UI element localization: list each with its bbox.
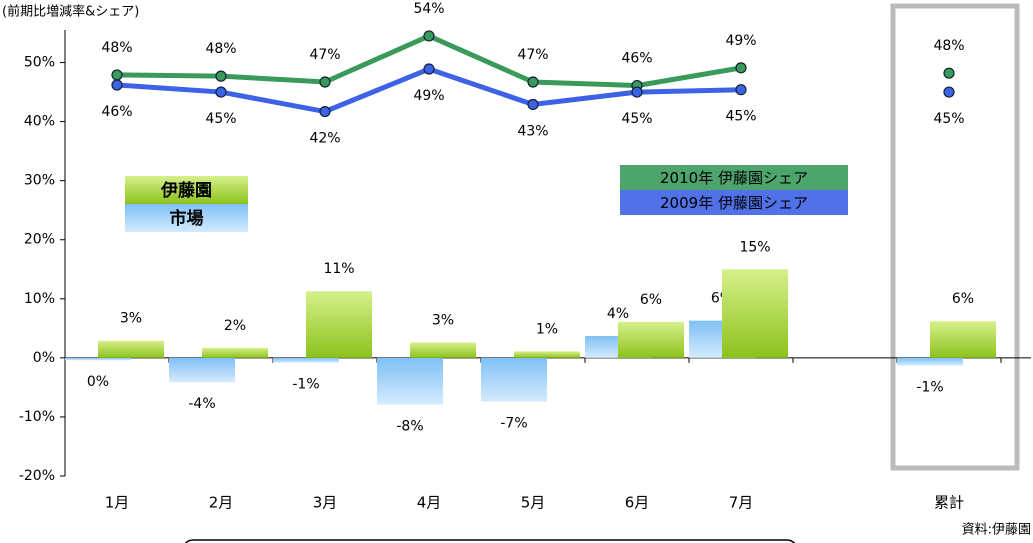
y-tick-label: 40% [24, 114, 55, 130]
y-tick-label: -20% [19, 468, 55, 484]
bar [722, 269, 788, 358]
line-value-label: 46% [621, 51, 652, 67]
bar [98, 340, 164, 358]
legend-swatch [620, 165, 848, 190]
x-tick-label: 1月 [105, 494, 130, 512]
x-tick-label: 4月 [417, 494, 442, 512]
bar [377, 357, 443, 405]
bar-value-label: -7% [500, 416, 527, 432]
line-value-label: 45% [725, 109, 756, 125]
x-tick-label: 2月 [209, 494, 234, 512]
line-value-label: 54% [413, 1, 444, 17]
legend-label: 2009年 伊藤園シェア [660, 194, 808, 212]
legend-swatch [125, 176, 248, 204]
line-marker [423, 63, 435, 75]
bar-value-label: 3% [432, 313, 454, 329]
line-value-label: 48% [205, 41, 236, 57]
line-value-label: 45% [621, 111, 652, 127]
bar-value-label: -4% [188, 396, 215, 412]
legend-swatch [620, 190, 848, 215]
x-tick-label: 7月 [729, 494, 754, 512]
line-value-label: 48% [101, 40, 132, 56]
line-marker [215, 70, 227, 82]
line-marker [735, 84, 747, 96]
bar [202, 347, 268, 358]
y-tick-label: 50% [24, 55, 55, 71]
line-marker [111, 69, 123, 81]
bar-value-label: -8% [396, 419, 423, 435]
line-marker [319, 105, 331, 118]
line-value-label: 49% [725, 33, 756, 49]
bar-value-label: -1% [916, 380, 943, 396]
y-tick-label: -10% [19, 409, 55, 425]
line-value-label: 48% [933, 38, 964, 54]
line-value-label: 46% [101, 104, 132, 120]
bar-value-label: 3% [120, 311, 142, 327]
bar [897, 357, 963, 366]
line-marker [319, 76, 331, 88]
legend-label: 2010年 伊藤園シェア [660, 169, 808, 187]
line-marker [423, 30, 435, 42]
bar [930, 321, 996, 358]
bar-value-label: 6% [640, 292, 662, 308]
line-value-label: 49% [413, 88, 444, 104]
line-marker [111, 79, 123, 91]
legend-label: 市場 [170, 208, 204, 229]
y-tick-label: 20% [24, 232, 55, 248]
bar-value-label: -1% [292, 377, 319, 393]
bar-value-label: 2% [224, 318, 246, 334]
line-marker [527, 76, 539, 88]
cumulative-frame [890, 3, 1020, 471]
line-value-label: 45% [933, 111, 964, 127]
line-marker [943, 86, 955, 98]
legend-label: 伊藤園 [160, 180, 212, 201]
bar [618, 321, 684, 358]
line-value-label: 42% [309, 131, 340, 147]
bar-value-label: 6% [952, 291, 974, 307]
y-tick-label: 10% [24, 291, 55, 307]
line-marker [527, 98, 539, 111]
x-tick-label: 3月 [313, 494, 338, 512]
line-value-label: 47% [517, 47, 548, 63]
line-marker [631, 86, 643, 98]
line-value-label: 47% [309, 47, 340, 63]
bar [169, 357, 235, 383]
line-marker [215, 86, 227, 98]
bottom-box [184, 539, 796, 543]
line-marker [943, 67, 955, 79]
line-value-label: 45% [205, 111, 236, 127]
bar [410, 342, 476, 358]
bar [481, 357, 547, 402]
bar-value-label: 1% [536, 321, 558, 337]
y-tick-label: 30% [24, 173, 55, 189]
x-tick-label: 累計 [934, 494, 964, 512]
line-marker [735, 62, 747, 74]
bar [514, 351, 580, 358]
line-value-label: 43% [517, 123, 548, 139]
x-tick-label: 6月 [625, 494, 650, 512]
bar [306, 291, 372, 358]
bar-value-label: 4% [607, 306, 629, 322]
bar [65, 357, 131, 361]
bar-value-label: 15% [739, 239, 770, 255]
source: 資料:伊藤園 [962, 523, 1031, 538]
legend-swatch [125, 204, 248, 232]
bar-value-label: 0% [87, 374, 109, 390]
x-tick-label: 5月 [521, 494, 546, 512]
y-axis-label: (前期比増減率&シェア) [2, 4, 139, 20]
bar-value-label: 11% [323, 261, 354, 277]
y-tick-label: 0% [33, 350, 55, 366]
bar [273, 357, 339, 363]
